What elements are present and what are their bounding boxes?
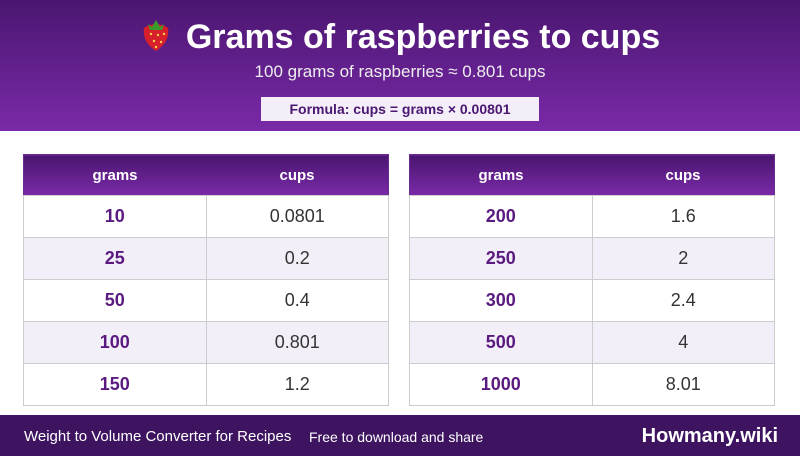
column-header: grams [23, 154, 206, 196]
cups-cell: 0.4 [205, 279, 389, 322]
column-header: cups [592, 154, 775, 196]
header-row: grams cups [23, 154, 389, 196]
cups-cell: 2 [591, 237, 775, 280]
row: 25 0.2 [23, 237, 389, 280]
formula: Formula: cups = grams × 0.00801 [261, 97, 539, 121]
brand: Howmany.wiki [641, 425, 778, 447]
row: 300 2.4 [409, 279, 775, 322]
grams-cell: 1000 [409, 363, 593, 406]
grams-cell: 100 [23, 321, 207, 364]
cups-cell: 0.801 [205, 321, 389, 364]
row: 250 2 [409, 237, 775, 280]
grams-cell: 25 [23, 237, 207, 280]
grams-cell: 200 [409, 195, 593, 238]
subtitle: 100 grams of raspberries ≈ 0.801 cups [254, 62, 546, 81]
row: 10 0.0801 [23, 195, 389, 238]
row: 150 1.2 [23, 363, 389, 406]
grams-cell: 500 [409, 321, 593, 364]
grams-cell: 50 [23, 279, 207, 322]
strawberry-icon [143, 20, 169, 51]
row: 50 0.4 [23, 279, 389, 322]
conversion-table: grams cups 10 0.0801 25 0.2 50 0.4 100 0.801 150 1.… [23, 154, 389, 406]
conversion-table: grams cups 200 1.6 250 2 300 2.4 500 4 1000 8.01 [409, 154, 775, 406]
grams-cell: 300 [409, 279, 593, 322]
header: Grams of raspberries to cups 100 grams o… [0, 0, 800, 131]
title: Grams of raspberries to cups [185, 18, 661, 56]
cups-cell: 1.2 [205, 363, 389, 406]
cups-cell: 8.01 [591, 363, 775, 406]
column-header: grams [409, 154, 592, 196]
cups-cell: 2.4 [591, 279, 775, 322]
column-header: cups [206, 154, 389, 196]
header-row: grams cups [409, 154, 775, 196]
grams-cell: 150 [23, 363, 207, 406]
cups-cell: 4 [591, 321, 775, 364]
cups-cell: 0.2 [205, 237, 389, 280]
grams-cell: 10 [23, 195, 207, 238]
footer-left: Weight to Volume Converter for Recipes [24, 428, 292, 445]
grams-cell: 250 [409, 237, 593, 280]
row: 500 4 [409, 321, 775, 364]
cups-cell: 0.0801 [205, 195, 389, 238]
footer-middle: Free to download and share [309, 429, 484, 445]
cups-cell: 1.6 [591, 195, 775, 238]
row: 200 1.6 [409, 195, 775, 238]
footer: Weight to Volume Converter for Recipes F… [0, 415, 800, 456]
row: 1000 8.01 [409, 363, 775, 406]
row: 100 0.801 [23, 321, 389, 364]
title-row: Grams of raspberries to cups [0, 14, 800, 57]
